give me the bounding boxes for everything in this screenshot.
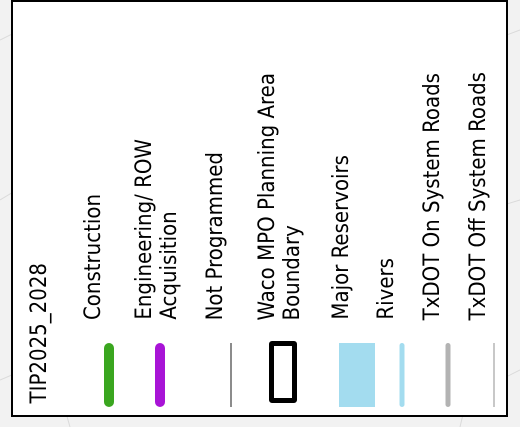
reservoir-fill-symbol	[339, 343, 375, 407]
off-system-road-line-symbol	[493, 343, 495, 407]
legend-item-label: Rivers	[374, 258, 399, 320]
engineering-row-line-symbol	[155, 343, 165, 407]
not-programmed-line-symbol	[230, 343, 232, 407]
construction-line-symbol	[104, 343, 114, 407]
legend-item-label: Construction	[81, 193, 106, 320]
river-line-symbol	[399, 343, 405, 407]
legend-item-construction: Construction	[79, 2, 139, 415]
legend-item-label: Not Programmed	[203, 151, 228, 320]
legend-item-engineering-row: Engineering/ ROW Acquisition	[130, 2, 190, 415]
legend-item-rivers: Rivers	[372, 2, 432, 415]
on-system-road-line-symbol	[445, 343, 451, 407]
legend-title-column: TIP2025_2028	[25, 2, 85, 415]
legend-item-mpo-boundary: Waco MPO Planning Area Boundary	[253, 2, 313, 415]
legend-item-label: TxDOT On System Roads	[420, 72, 445, 320]
legend-item-label: Engineering/ ROW Acquisition	[132, 139, 182, 320]
legend-item-not-programmed: Not Programmed	[201, 2, 261, 415]
legend-item-label: TxDOT Off System Roads	[466, 71, 491, 320]
legend-item-major-reservoirs: Major Reservoirs	[327, 2, 387, 415]
legend-item-label: Major Reservoirs	[329, 155, 354, 320]
boundary-outline-symbol	[269, 341, 297, 403]
legend-item-label: Waco MPO Planning Area Boundary	[255, 72, 305, 321]
legend-item-txdot-on-system: TxDOT On System Roads	[418, 2, 478, 415]
legend-title: TIP2025_2028	[27, 262, 52, 403]
legend-item-txdot-off-system: TxDOT Off System Roads	[464, 2, 520, 415]
map-legend: TIP2025_2028 Construction Engineering/ R…	[11, 0, 508, 417]
